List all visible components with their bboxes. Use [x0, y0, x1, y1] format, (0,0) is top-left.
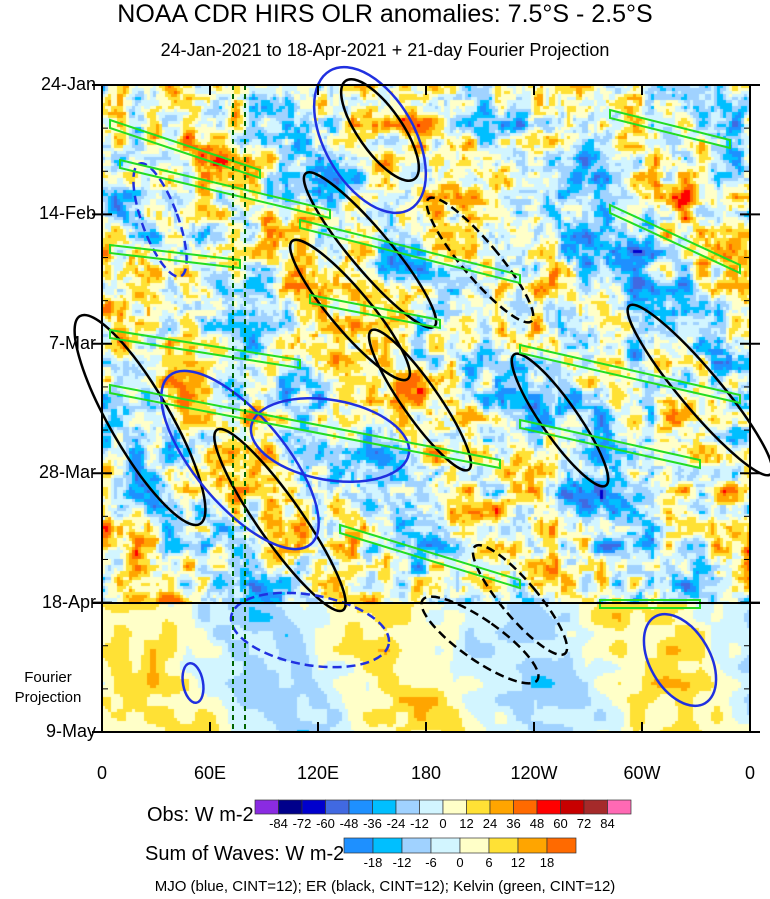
er-contour	[420, 595, 540, 685]
mjo-contour	[312, 65, 428, 215]
kelvin-contour	[109, 118, 261, 180]
er-contour	[510, 352, 610, 488]
obs-colorbar-swatch	[560, 799, 585, 815]
x-tick-label: 60E	[193, 763, 227, 783]
waves-colorbar-label: -6	[425, 855, 437, 870]
contour-legend: MJO (blue, CINT=12); ER (black, CINT=12)…	[154, 878, 616, 895]
mjo-contour	[160, 369, 320, 551]
er-contour	[213, 427, 347, 613]
x-tick-label: 120E	[296, 763, 340, 783]
projection-label-line1: Fourier	[24, 669, 72, 686]
y-tick-label: 9-May	[45, 721, 96, 741]
obs-colorbar-swatch	[536, 799, 561, 815]
obs-colorbar-swatch	[489, 799, 514, 815]
kelvin-contour	[109, 328, 301, 370]
obs-colorbar-label: -48	[339, 816, 359, 831]
y-tick-label: 28-Mar	[38, 462, 96, 483]
kelvin-contour	[609, 108, 731, 150]
obs-colorbar-label: -84	[269, 816, 288, 831]
obs-colorbar-label: 12	[459, 816, 474, 831]
kelvin-contour	[309, 293, 441, 330]
waves-colorbar-label: -18	[363, 855, 383, 870]
obs-colorbar-swatch	[607, 799, 632, 815]
x-tick-label: 60W	[623, 763, 661, 783]
olr-heatmap	[102, 85, 750, 732]
obs-colorbar-label: 0	[439, 816, 447, 831]
waves-colorbar-swatch	[488, 837, 519, 854]
obs-colorbar-label: 24	[482, 816, 498, 831]
waves-colorbar-swatch	[546, 837, 577, 854]
er-contour	[367, 328, 473, 472]
obs-colorbar-swatch	[325, 799, 350, 815]
y-tick-label: 18-Apr	[41, 591, 96, 612]
waves-colorbar-swatch	[343, 837, 374, 854]
er-contour	[425, 196, 535, 324]
kelvin-contour	[109, 243, 241, 270]
kelvin-contour	[119, 158, 331, 220]
obs-colorbar-swatch	[301, 799, 326, 815]
waves-colorbar-swatch	[430, 837, 461, 854]
er-contour	[288, 238, 412, 382]
obs-colorbar-label: -36	[363, 816, 382, 831]
obs-colorbar-swatch	[513, 799, 538, 815]
obs-colorbar-label: 36	[506, 816, 521, 831]
y-tick-label: 14-Feb	[38, 203, 96, 224]
obs-colorbar-label: -72	[292, 816, 312, 831]
obs-colorbar-label: 48	[529, 816, 545, 831]
waves-colorbar-swatch	[459, 837, 490, 854]
obs-colorbar-swatch	[372, 799, 397, 815]
er-contour	[471, 543, 569, 657]
obs-colorbar-label: -60	[316, 816, 335, 831]
obs-colorbar-swatch	[419, 799, 444, 815]
chart-subtitle: 24-Jan-2021 to 18-Apr-2021 + 21-day Four…	[160, 40, 610, 60]
kelvin-contour	[609, 203, 741, 275]
obs-colorbar-label: 84	[600, 816, 615, 831]
mjo-contour	[181, 661, 205, 705]
er-contour	[73, 313, 207, 527]
er-contour	[626, 303, 770, 477]
projection-label-line2: Projection	[14, 689, 82, 706]
obs-colorbar-label: -12	[410, 816, 429, 831]
obs-colorbar-swatch	[442, 799, 467, 815]
kelvin-contour	[299, 218, 521, 285]
waves-colorbar-label: 6	[485, 855, 493, 870]
x-tick-label: 0	[744, 763, 755, 783]
kelvin-contour	[599, 599, 701, 609]
waves-colorbar-label: 12	[510, 855, 526, 870]
waves-colorbar-swatch	[517, 837, 548, 854]
x-tick-label: 180	[410, 763, 442, 783]
mjo-contour	[249, 396, 411, 484]
y-tick-label: 7-Mar	[48, 332, 96, 353]
waves-colorbar-title: Sum of Waves: W m-2	[145, 843, 345, 865]
x-tick-label: 0	[96, 763, 107, 783]
waves-colorbar-swatch	[401, 837, 432, 854]
y-tick-label: 24-Jan	[40, 74, 96, 94]
obs-colorbar-label: -24	[386, 816, 406, 831]
chart-title: NOAA CDR HIRS OLR anomalies: 7.5°S - 2.5…	[117, 0, 653, 28]
projection-label: Fourier Projection	[0, 668, 96, 708]
kelvin-contour	[519, 343, 741, 405]
kelvin-contour	[519, 418, 701, 470]
kelvin-contour	[339, 523, 521, 590]
mjo-contour	[642, 612, 718, 708]
mjo-contour	[229, 591, 391, 669]
obs-colorbar-label: 72	[576, 816, 592, 831]
waves-colorbar-label: 18	[539, 855, 555, 870]
kelvin-contour	[109, 383, 501, 470]
obs-colorbar-swatch	[395, 799, 420, 815]
waves-colorbar-label: 0	[456, 855, 464, 870]
x-tick-label: 120W	[510, 763, 558, 783]
obs-colorbar-swatch	[278, 799, 303, 815]
er-contour	[339, 78, 421, 182]
obs-colorbar-swatch	[254, 799, 279, 815]
obs-colorbar-title: Obs: W m-2	[147, 804, 254, 826]
waves-colorbar-label: -12	[392, 855, 412, 870]
obs-colorbar-swatch	[466, 799, 491, 815]
waves-colorbar-swatch	[372, 837, 403, 854]
obs-colorbar-label: 60	[553, 816, 568, 831]
obs-colorbar-swatch	[348, 799, 373, 815]
obs-colorbar-swatch	[583, 799, 608, 815]
